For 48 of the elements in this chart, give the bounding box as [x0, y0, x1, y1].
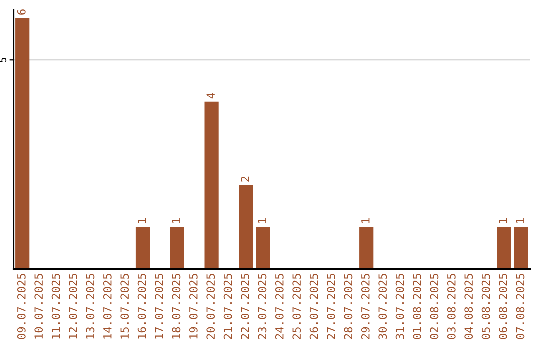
data-label: 1 [138, 218, 146, 224]
x-tick-label: 19.07.2025 [189, 274, 198, 339]
x-tick-label: 07.08.2025 [516, 274, 525, 340]
x-tick-label: 11.07.2025 [52, 274, 60, 339]
x-tick-label: 09.07.2025 [17, 274, 26, 340]
data-label: 6 [17, 10, 26, 15]
x-tick-label: 24.07.2025 [275, 274, 284, 340]
x-tick-label: 13.07.2025 [86, 274, 95, 339]
x-tick-label: 22.07.2025 [241, 274, 250, 340]
x-tick-label: 05.08.2025 [482, 274, 490, 340]
bar [16, 18, 30, 269]
x-tick-label: 17.07.2025 [155, 274, 164, 339]
x-tick-label: 16.07.2025 [138, 274, 146, 339]
x-tick-label: 12.07.2025 [69, 274, 78, 339]
data-label: 2 [241, 176, 250, 182]
data-label: 1 [516, 218, 524, 224]
data-label: 1 [499, 218, 508, 224]
data-label: 4 [206, 92, 215, 99]
x-tick-label: 29.07.2025 [361, 274, 370, 340]
x-tick-label: 04.08.2025 [464, 274, 474, 340]
data-label: 1 [258, 218, 266, 224]
x-tick-label: 01.08.2025 [413, 274, 422, 340]
bar [360, 227, 374, 269]
x-tick-label: 06.08.2025 [499, 274, 508, 340]
x-tick-label: 28.07.2025 [344, 274, 353, 340]
bar [514, 227, 528, 269]
x-tick-label: 30.07.2025 [378, 274, 388, 340]
x-tick-label: 26.07.2025 [310, 274, 318, 340]
x-tick-label: 25.07.2025 [292, 274, 302, 340]
bar [136, 227, 150, 269]
bar [497, 227, 512, 269]
x-tick-label: 02.08.2025 [430, 274, 439, 340]
x-tick-label: 15.07.2025 [120, 274, 130, 339]
x-tick-label: 18.07.2025 [172, 274, 181, 339]
x-tick-label: 27.07.2025 [327, 274, 336, 340]
x-tick-label: 20.07.2025 [206, 274, 216, 340]
bar [239, 185, 254, 269]
bar [204, 102, 219, 269]
x-tick-label: 31.07.2025 [396, 274, 404, 340]
bar [170, 227, 184, 269]
x-tick-label: 10.07.2025 [34, 274, 44, 339]
x-tick-label: 21.07.2025 [224, 274, 232, 340]
x-tick-label: 03.08.2025 [447, 274, 456, 340]
x-tick-label: 14.07.2025 [103, 274, 112, 339]
x-tick-label: 23.07.2025 [258, 274, 267, 340]
data-label: 1 [362, 218, 370, 224]
data-label: 1 [172, 218, 180, 224]
bar [256, 227, 270, 269]
